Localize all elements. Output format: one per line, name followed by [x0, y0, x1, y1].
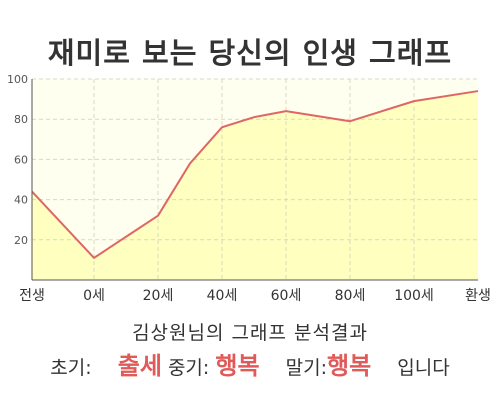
late-label: 말기: [285, 357, 328, 379]
summary-ending: 입니다 [397, 357, 450, 379]
series-line [31, 90, 479, 259]
x-tick-label: 100세 [394, 288, 434, 304]
y-tick-label: 40 [14, 194, 28, 207]
page-title: 재미로 보는 당신의 인생 그래프 [47, 36, 453, 70]
y-tick-label: 80 [14, 113, 28, 126]
x-tick-label: 40세 [207, 288, 238, 304]
area-fill [32, 91, 478, 280]
analysis-summary: 초기: 출세 중기: 행복 말기:행복 입니다 [0, 346, 500, 381]
middle-value: 행복 [215, 352, 260, 380]
early-value: 출세 [117, 352, 162, 380]
analysis-subtitle: 김상원님의 그래프 분석결과 [132, 322, 368, 344]
x-tick-label: 60세 [271, 288, 302, 304]
x-tick-label: 0세 [83, 288, 105, 304]
x-tick-label: 환생 [465, 288, 491, 304]
y-tick-label: 100 [7, 73, 28, 86]
y-tick-label: 60 [14, 153, 28, 166]
middle-label: 중기: [167, 357, 210, 379]
y-tick-label: 20 [14, 234, 28, 247]
early-label: 초기: [50, 357, 92, 379]
late-value: 행복 [327, 352, 372, 380]
x-tick-label: 20세 [143, 288, 174, 304]
x-tick-label: 80세 [335, 288, 366, 304]
x-tick-label: 전생 [19, 288, 45, 304]
